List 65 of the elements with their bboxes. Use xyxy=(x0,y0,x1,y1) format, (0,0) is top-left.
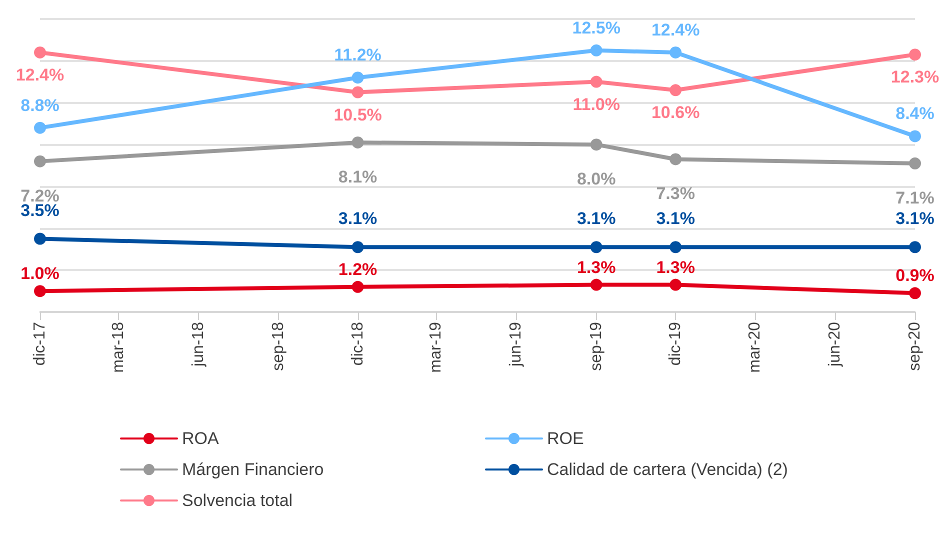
legend-label: Solvencia total xyxy=(182,491,293,510)
data-label: 7.1% xyxy=(896,188,934,208)
x-tick-label: sep-19 xyxy=(588,322,605,371)
data-label: 1.3% xyxy=(576,258,616,277)
point xyxy=(590,138,602,151)
data-label: 3.1% xyxy=(576,209,616,228)
data-label: 10.5% xyxy=(334,105,382,124)
data-label: 1.0% xyxy=(20,264,60,284)
point xyxy=(909,130,921,142)
point xyxy=(352,86,364,98)
point xyxy=(34,285,46,298)
point xyxy=(34,122,46,134)
data-label: 3.1% xyxy=(656,209,695,228)
data-label: 1.2% xyxy=(338,260,378,279)
point xyxy=(34,232,46,245)
x-tick-label: mar-19 xyxy=(428,322,445,373)
legend-label: Calidad de cartera (Vencida) (2) xyxy=(547,460,788,479)
point xyxy=(352,241,364,254)
x-tick-label: dic-18 xyxy=(349,322,366,366)
data-label: 10.6% xyxy=(651,103,700,122)
x-tick-label: jun-20 xyxy=(826,322,844,368)
data-label: 12.4% xyxy=(651,20,700,40)
point xyxy=(352,136,364,148)
x-tick-label: jun-19 xyxy=(508,322,525,368)
data-label: 12.4% xyxy=(16,65,64,84)
point xyxy=(909,157,921,170)
x-tick-label: jun-18 xyxy=(190,322,207,368)
data-label: 3.1% xyxy=(896,209,934,228)
point xyxy=(670,46,682,58)
legend-label: ROA xyxy=(182,429,220,448)
data-label: 12.3% xyxy=(890,68,940,87)
legend-label: Márgen Financiero xyxy=(182,460,324,479)
x-tick-label: dic-19 xyxy=(667,322,684,366)
x-tick-label: mar-20 xyxy=(746,322,764,373)
data-label: 7.3% xyxy=(656,184,695,204)
point xyxy=(352,72,364,84)
x-tick-label: sep-20 xyxy=(906,322,924,371)
data-label: 8.4% xyxy=(896,104,934,124)
point xyxy=(909,287,921,300)
data-label: 8.1% xyxy=(338,167,378,186)
legend-label: ROE xyxy=(547,429,584,448)
point xyxy=(590,44,602,56)
point xyxy=(670,241,682,254)
point xyxy=(590,278,602,291)
x-tick-label: sep-18 xyxy=(270,322,288,371)
data-label: 3.1% xyxy=(338,209,378,228)
data-label: 11.2% xyxy=(334,46,382,65)
x-tick-label: mar-18 xyxy=(110,322,127,373)
point xyxy=(34,155,46,168)
x-tick-label: dic-17 xyxy=(32,322,48,366)
data-label: 1.3% xyxy=(656,258,695,277)
point xyxy=(909,241,921,254)
data-label: 8.0% xyxy=(576,170,616,189)
data-label: 0.9% xyxy=(896,266,934,286)
point xyxy=(34,46,46,58)
point xyxy=(590,241,602,254)
data-label: 12.5% xyxy=(572,18,620,38)
point xyxy=(909,48,921,61)
point xyxy=(352,280,364,293)
point xyxy=(670,84,682,96)
data-label: 8.8% xyxy=(20,96,60,115)
point xyxy=(590,76,602,88)
point xyxy=(670,153,682,166)
point xyxy=(670,278,682,291)
data-label: 11.0% xyxy=(572,94,620,114)
